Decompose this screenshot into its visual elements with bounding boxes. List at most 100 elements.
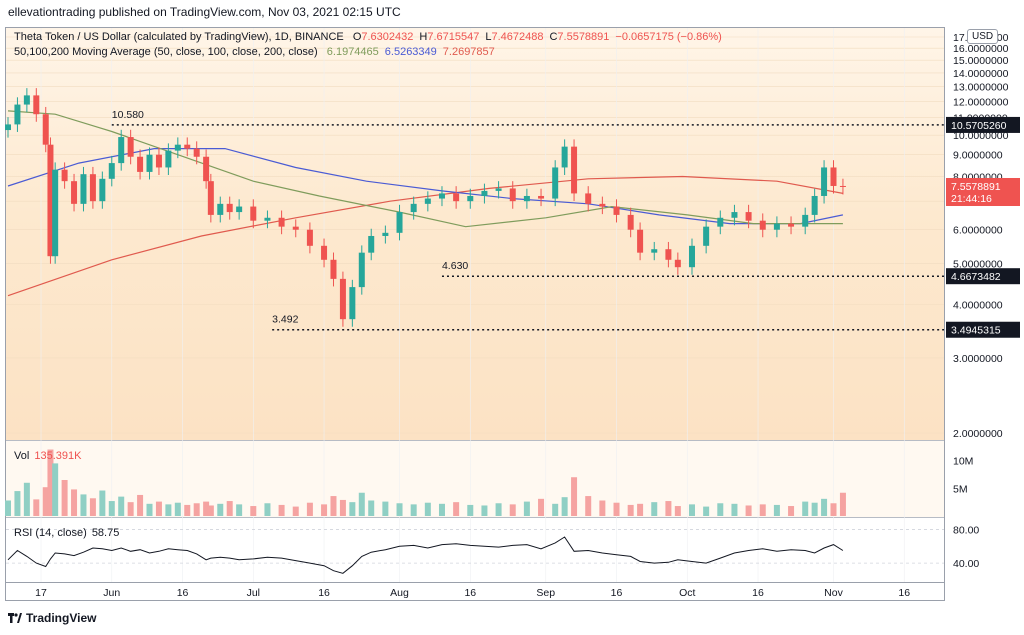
candle-body xyxy=(306,229,313,246)
candle-body xyxy=(5,124,11,131)
time-tick-label: 16 xyxy=(464,587,476,599)
time-tick-label: Sep xyxy=(536,587,555,599)
time-tick-label: 16 xyxy=(752,587,764,599)
volume-bar xyxy=(23,482,30,516)
volume-pane[interactable] xyxy=(6,441,944,517)
candle-body xyxy=(278,217,285,227)
price-tick-label: 3.0000000 xyxy=(953,353,1003,365)
legend-ohlc-value: 7.6302432 xyxy=(361,31,414,43)
volume-bar xyxy=(52,463,59,516)
legend-ohlc-key: O xyxy=(352,31,362,43)
volume-bar xyxy=(665,501,672,516)
volume-tick-label: 10M xyxy=(953,456,973,468)
level-axis-tag xyxy=(946,321,1020,338)
candle-body xyxy=(688,245,695,268)
volume-bar xyxy=(47,449,54,516)
candle-body xyxy=(358,252,365,288)
volume-bar xyxy=(453,502,460,516)
volume-bar xyxy=(184,504,191,516)
legend-ohlc-item: H7.6715547 xyxy=(419,31,479,43)
rsi-line xyxy=(7,536,844,574)
candle-body xyxy=(80,174,87,204)
price-pane[interactable] xyxy=(6,28,944,440)
volume-bar xyxy=(788,506,795,516)
candle-body xyxy=(118,137,125,164)
footer-brand[interactable]: TradingView xyxy=(8,611,96,625)
candle-body xyxy=(467,195,474,202)
legend-ohlc-value: 7.4672488 xyxy=(491,31,544,43)
currency-button[interactable]: USD xyxy=(967,29,999,44)
volume-bar xyxy=(207,505,214,516)
candle-body xyxy=(788,223,795,227)
volume-bar xyxy=(193,503,200,516)
volume-bar xyxy=(627,504,634,516)
volume-bar xyxy=(5,500,11,516)
volume-bar xyxy=(368,500,375,516)
volume-bar xyxy=(688,504,695,516)
candle-body xyxy=(146,154,153,172)
candle-body xyxy=(481,190,488,196)
volume-bar xyxy=(217,503,224,516)
volume-bar xyxy=(424,502,431,516)
candle-body xyxy=(226,203,233,213)
candle-body xyxy=(731,212,738,218)
candle-body xyxy=(811,195,818,215)
candle-body xyxy=(174,144,181,151)
volume-bar xyxy=(236,504,243,516)
candle-body xyxy=(89,174,96,202)
volume-bar xyxy=(599,500,606,516)
volume-bar xyxy=(821,498,828,516)
time-tick-label: Nov xyxy=(824,587,843,599)
legend-rsi-row: RSI (14, close) 58.75 xyxy=(14,527,119,539)
candle-body xyxy=(52,169,59,257)
volume-bar xyxy=(146,503,153,516)
candle-body xyxy=(561,146,568,168)
candle-body xyxy=(250,206,257,221)
volume-bar xyxy=(585,496,592,516)
price-tick-label: 15.0000000 xyxy=(953,55,1009,67)
candle-body xyxy=(203,156,210,182)
volume-bar xyxy=(292,506,299,516)
time-tick-label: Jun xyxy=(103,587,120,599)
volume-bar xyxy=(349,502,356,516)
volume-bar xyxy=(571,477,578,516)
candle-body xyxy=(509,188,516,202)
candle-body xyxy=(14,104,21,125)
price-tick-label: 2.0000000 xyxy=(953,428,1003,440)
price-tick-label: 16.0000000 xyxy=(953,43,1009,55)
volume-bar xyxy=(165,504,172,516)
volume-bar xyxy=(811,502,818,516)
candle-body xyxy=(137,156,144,172)
legend-symbol: Theta Token / US Dollar (calculated by T… xyxy=(14,31,344,43)
volume-bar xyxy=(250,506,257,516)
time-tick-label: 16 xyxy=(177,587,189,599)
volume-bar xyxy=(552,503,559,516)
volume-bar xyxy=(396,503,403,516)
price-tick-label: 4.0000000 xyxy=(953,300,1003,312)
volume-bar xyxy=(42,487,49,516)
volume-bar xyxy=(226,501,233,516)
candle-body xyxy=(585,193,592,204)
candle-body xyxy=(552,167,559,199)
tradingview-logo-icon xyxy=(8,613,22,623)
price-tick-label: 9.0000000 xyxy=(953,150,1003,162)
legend-rsi-value: 58.75 xyxy=(91,527,120,539)
level-axis-label: 4.6673482 xyxy=(951,271,1001,283)
candle-body xyxy=(42,114,49,145)
volume-bar xyxy=(174,502,181,516)
volume-bar xyxy=(278,504,285,516)
legend-ma-row: 50,100,200 Moving Average (50, close, 10… xyxy=(14,46,495,58)
price-tick-label: 14.0000000 xyxy=(953,68,1009,80)
candle-body xyxy=(99,178,106,202)
ma200-line xyxy=(7,175,844,297)
volume-bar xyxy=(674,506,681,516)
volume-bar xyxy=(561,497,568,516)
candle-body xyxy=(773,223,780,230)
volume-bar xyxy=(99,490,106,516)
level-axis-label: 3.4945315 xyxy=(951,325,1001,337)
price-tick-label: 6.0000000 xyxy=(953,225,1003,237)
time-tick-label: Jul xyxy=(247,587,260,599)
rsi-tick-label: 80.00 xyxy=(953,524,979,536)
volume-bar xyxy=(538,498,545,516)
